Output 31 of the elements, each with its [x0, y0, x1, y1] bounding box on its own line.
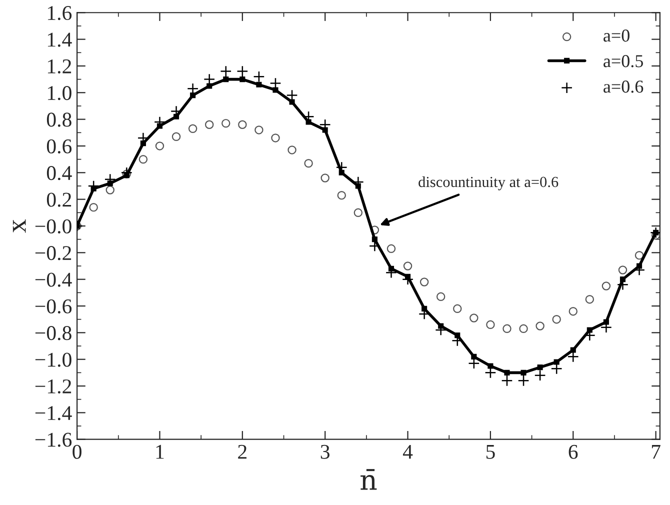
x-tick-label: 6	[568, 444, 578, 459]
x-tick-label: 0	[72, 444, 82, 459]
x-tick-label: 7	[652, 445, 660, 459]
legend-label: a=0.5	[604, 55, 643, 68]
y-tick-label: −1.0	[35, 352, 72, 367]
y-tick-label: 0.8	[46, 112, 72, 127]
y-tick-label: −1.2	[35, 379, 72, 394]
y-tick-label: 1.0	[48, 86, 72, 100]
y-tick-label: −0.0	[35, 219, 72, 234]
y-tick-label: −0.4	[35, 272, 72, 287]
y-tick-label: −1.6	[35, 432, 72, 447]
x-tick-label: 5	[486, 445, 495, 459]
x-tick-label: 3	[320, 444, 330, 459]
y-tick-label: 1.2	[48, 59, 72, 74]
y-tick-label: 1.4	[48, 32, 72, 47]
x-axis-title: n̄	[360, 469, 377, 490]
y-axis-title: x	[12, 219, 26, 233]
x-tick-label: 4	[402, 444, 413, 459]
y-tick-label: −1.4	[35, 406, 72, 420]
y-tick-label: −0.8	[35, 326, 72, 340]
y-tick-label: −0.2	[35, 246, 72, 260]
y-tick-label: 0.4	[46, 166, 72, 180]
y-tick-label: 1.6	[48, 6, 72, 20]
annotation: discountinuity at a=0.6	[418, 176, 558, 190]
y-tick-label: 0.2	[46, 192, 72, 207]
y-tick-label: 0.6	[46, 139, 72, 154]
y-tick-label: −0.6	[35, 299, 72, 314]
x-tick-label: 2	[238, 444, 246, 459]
x-tick-label: 1	[156, 444, 164, 459]
legend-label: a=0	[604, 30, 630, 42]
legend-label: a=0.6	[604, 80, 644, 93]
